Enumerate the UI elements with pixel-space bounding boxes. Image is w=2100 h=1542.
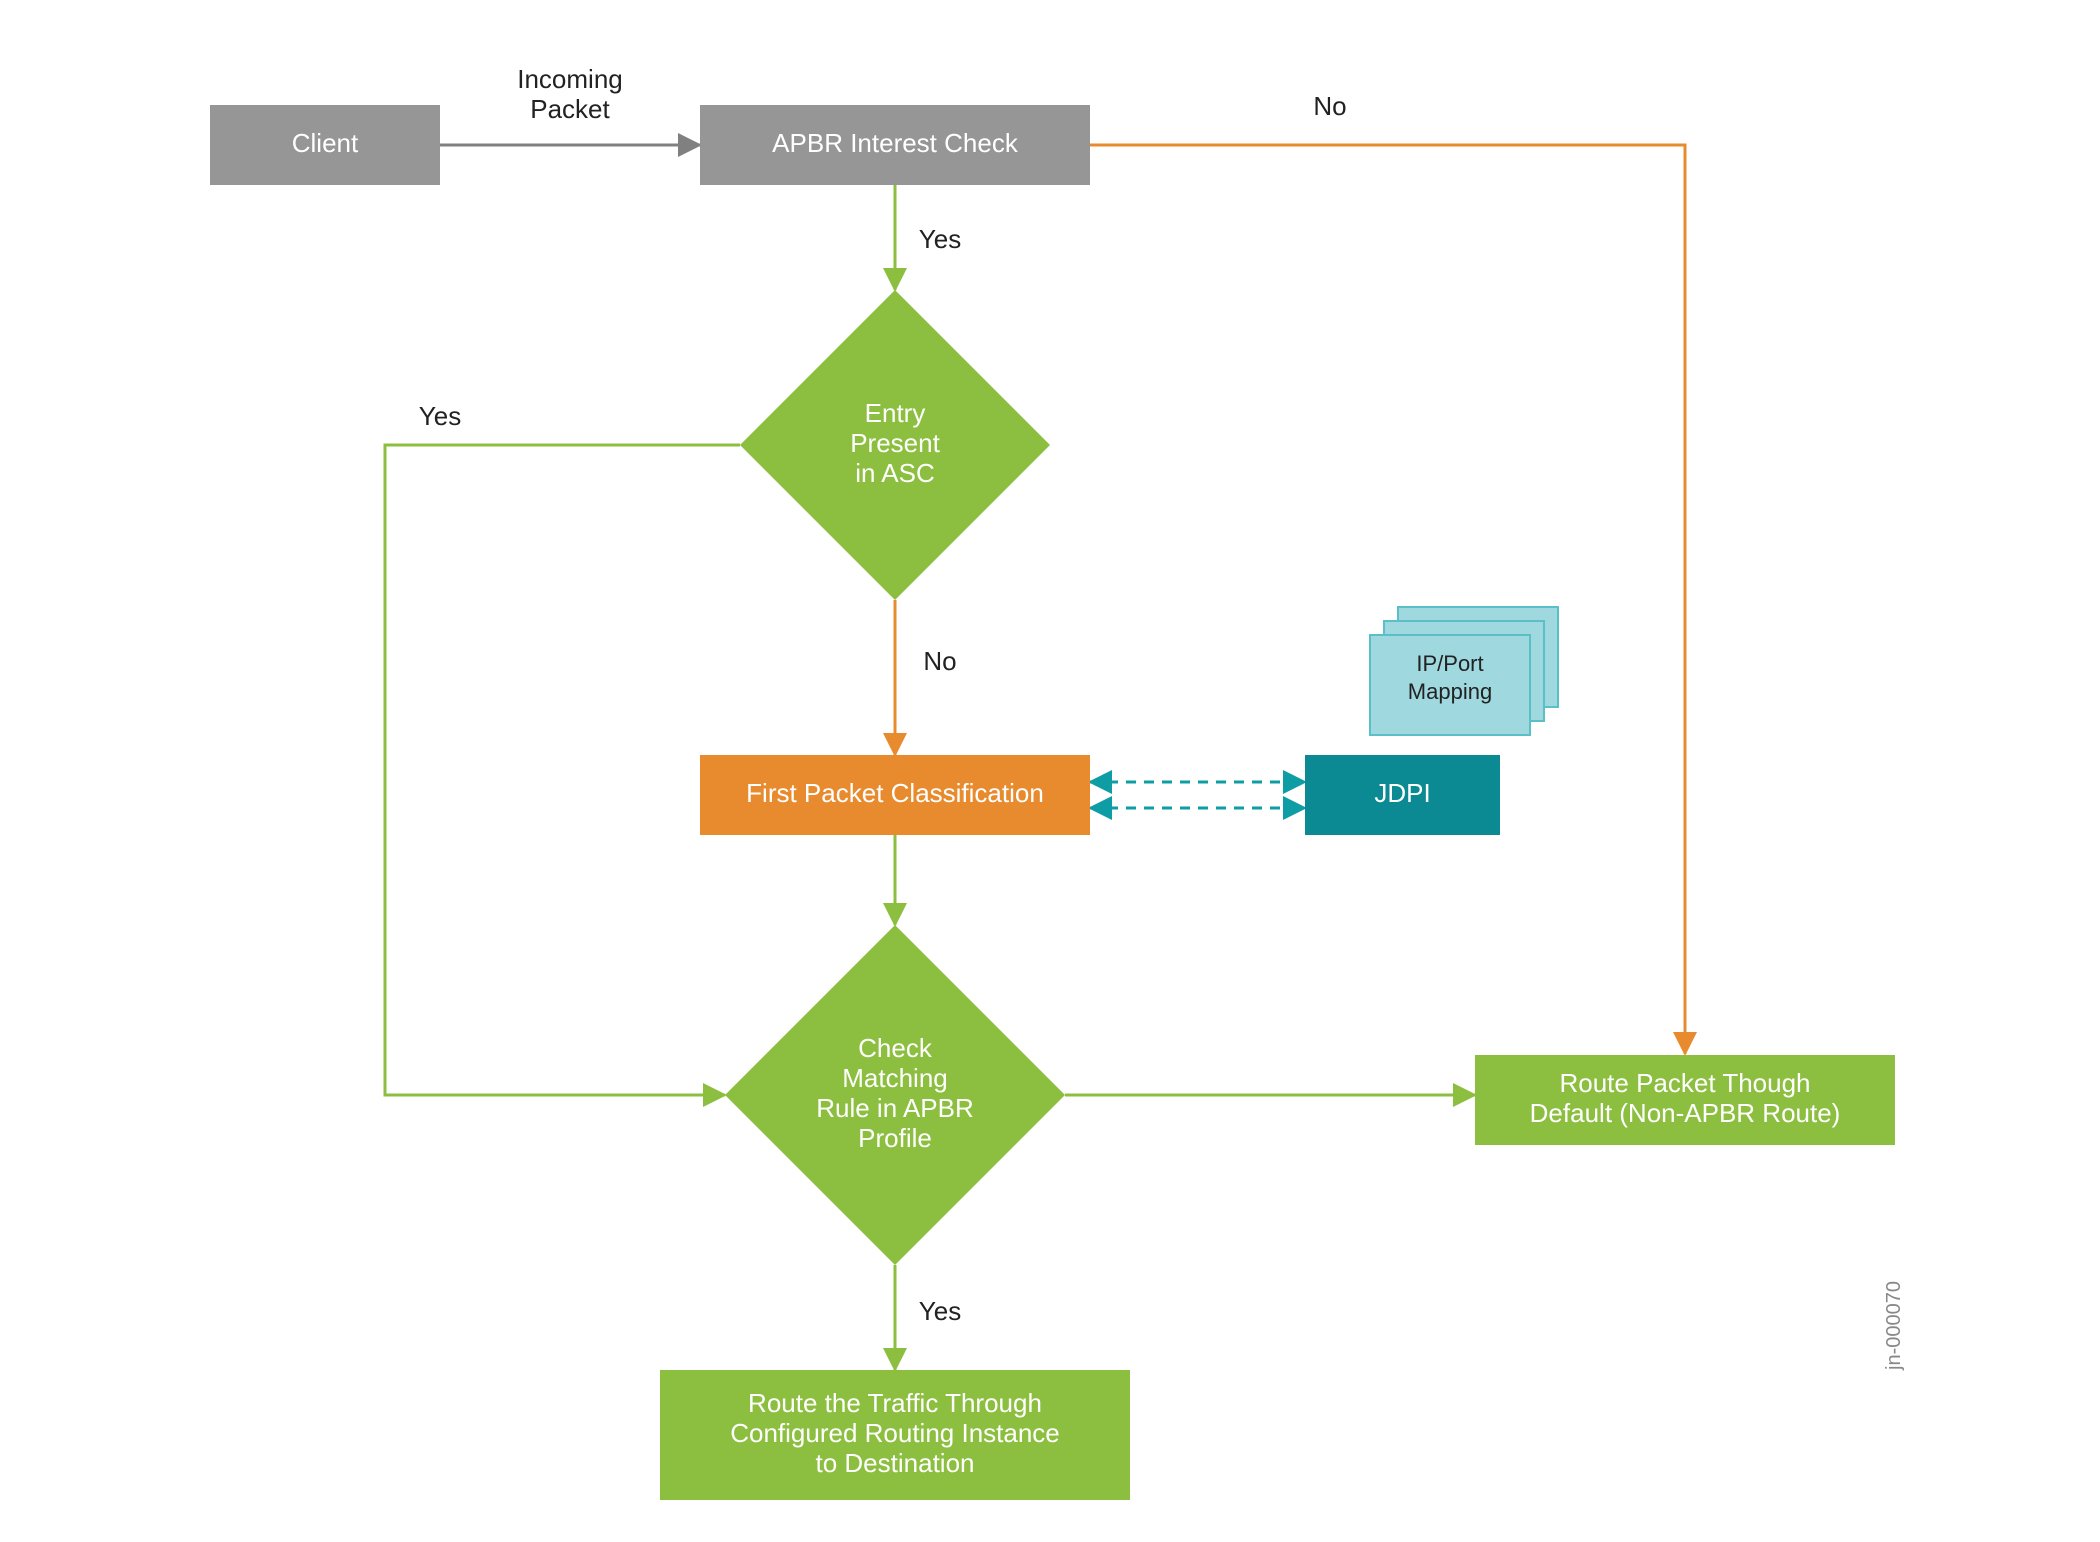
node-label-fpc: First Packet Classification (746, 778, 1044, 808)
edge-label-check-yes: Yes (919, 1296, 961, 1326)
node-label-asc-1: Present (850, 428, 940, 458)
edge-asc-yes (385, 445, 740, 1095)
edge-label-client-apbr-1: Incoming (517, 64, 623, 94)
node-label-route_dest-1: Configured Routing Instance (730, 1418, 1060, 1448)
svg-text:jn-000070: jn-000070 (1883, 1281, 1905, 1371)
node-label-check-0: Check (858, 1033, 933, 1063)
node-label-ipport-0: IP/Port (1416, 651, 1483, 676)
node-label-route_default-1: Default (Non-APBR Route) (1530, 1098, 1841, 1128)
node-label-route_dest-2: to Destination (816, 1448, 975, 1478)
edge-label-asc-no: No (923, 646, 956, 676)
edge-apbr-no (1090, 145, 1685, 1054)
edge-label-apbr-no: No (1313, 91, 1346, 121)
node-label-check-1: Matching (842, 1063, 948, 1093)
node-label-asc-2: in ASC (855, 458, 935, 488)
node-label-apbr: APBR Interest Check (772, 128, 1019, 158)
node-label-ipport-1: Mapping (1408, 679, 1492, 704)
edge-label-client-apbr-2: Packet (530, 94, 610, 124)
diagram-id: jn-000070 (1883, 1281, 1905, 1371)
node-label-client: Client (292, 128, 359, 158)
edge-label-apbr-yes: Yes (919, 224, 961, 254)
node-label-asc-0: Entry (865, 398, 926, 428)
node-label-check-3: Profile (858, 1123, 932, 1153)
node-label-route_dest-0: Route the Traffic Through (748, 1388, 1042, 1418)
node-label-check-2: Rule in APBR (816, 1093, 974, 1123)
node-label-route_default-0: Route Packet Though (1559, 1068, 1810, 1098)
node-label-jdpi: JDPI (1374, 778, 1430, 808)
edge-label-asc-yes: Yes (419, 401, 461, 431)
